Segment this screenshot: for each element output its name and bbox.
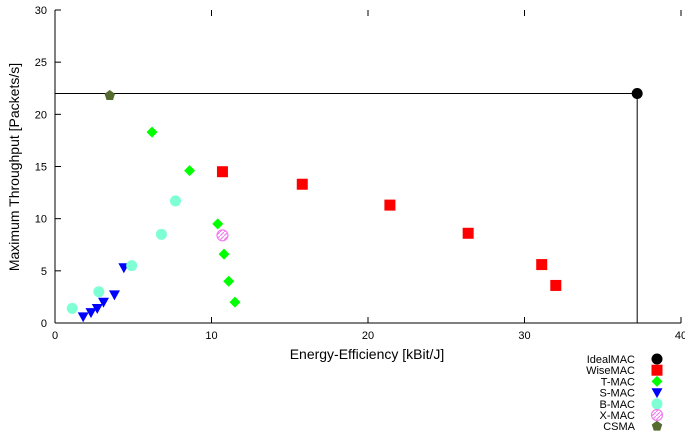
wisemac-point: [384, 199, 396, 211]
y-tick-label: 15: [35, 162, 47, 174]
legend-label-b-mac: B-MAC: [600, 399, 636, 411]
reference-lines: [55, 92, 638, 323]
b-mac-point: [126, 260, 138, 272]
t-mac-point: [184, 165, 196, 177]
x-mac-point: [216, 229, 229, 242]
b-mac-point: [170, 195, 182, 207]
t-mac-point: [229, 296, 241, 308]
legend-marker-csma: [651, 420, 663, 431]
x-tick-label: 0: [52, 330, 58, 342]
legend-marker-t-mac: [651, 375, 663, 387]
wisemac-point: [296, 178, 308, 190]
legend-label-idealmac: IdealMAC: [587, 354, 635, 366]
legend-label-csma: CSMA: [603, 421, 635, 433]
s-mac-point: [108, 290, 120, 301]
wisemac-point: [550, 279, 562, 291]
legend-marker-x-mac: [650, 408, 664, 422]
x-mac-point-shape: [216, 229, 229, 242]
t-mac-point: [146, 126, 158, 138]
legend-marker-idealmac: [651, 353, 663, 365]
s-mac-point: [91, 303, 103, 314]
legend-marker-wisemac: [651, 364, 663, 376]
x-tick-label: 10: [205, 330, 217, 342]
s-mac-point: [98, 297, 110, 308]
legend-marker-s-mac: [651, 388, 663, 399]
wisemac-point: [462, 227, 474, 239]
legend-label-t-mac: T-MAC: [601, 376, 635, 388]
idealmac-point: [631, 87, 643, 99]
x-tick-label: 40: [675, 330, 685, 342]
y-tick-label: 0: [41, 318, 47, 330]
y-tick-label: 20: [35, 109, 47, 121]
y-tick-label: 5: [41, 266, 47, 278]
legend-marker-b-mac: [651, 398, 663, 410]
data-points: [66, 87, 643, 323]
t-mac-point: [212, 218, 224, 230]
x-axis-title: Energy-Efficiency [kBit/J]: [290, 346, 445, 362]
x-tick-label: 30: [518, 330, 530, 342]
y-axis-title: Maximum Throughput [Packets/s]: [6, 63, 22, 271]
x-tick-label: 20: [362, 330, 374, 342]
wisemac-point: [216, 166, 228, 178]
y-tick-label: 30: [35, 5, 47, 17]
y-tick-label: 10: [35, 214, 47, 226]
b-mac-point: [93, 286, 105, 298]
legend-label-s-mac: S-MAC: [600, 388, 636, 400]
legend-marker-x-mac-shape: [650, 408, 664, 422]
t-mac-point: [223, 275, 235, 287]
legend-label-x-mac: X-MAC: [600, 410, 636, 422]
b-mac-point: [155, 228, 167, 240]
t-mac-point: [218, 248, 230, 260]
s-mac-point: [77, 312, 89, 323]
y-tick-label: 25: [35, 57, 47, 69]
plot-frame: [54, 10, 681, 324]
axis-ticks: 0 10 20 30 40 0 5 10 15 20 25 30: [35, 5, 685, 342]
wisemac-point: [536, 259, 548, 271]
s-mac-point: [85, 308, 97, 319]
csma-point: [104, 90, 116, 101]
legend-label-wisemac: WiseMAC: [586, 365, 635, 377]
b-mac-point: [66, 302, 78, 314]
